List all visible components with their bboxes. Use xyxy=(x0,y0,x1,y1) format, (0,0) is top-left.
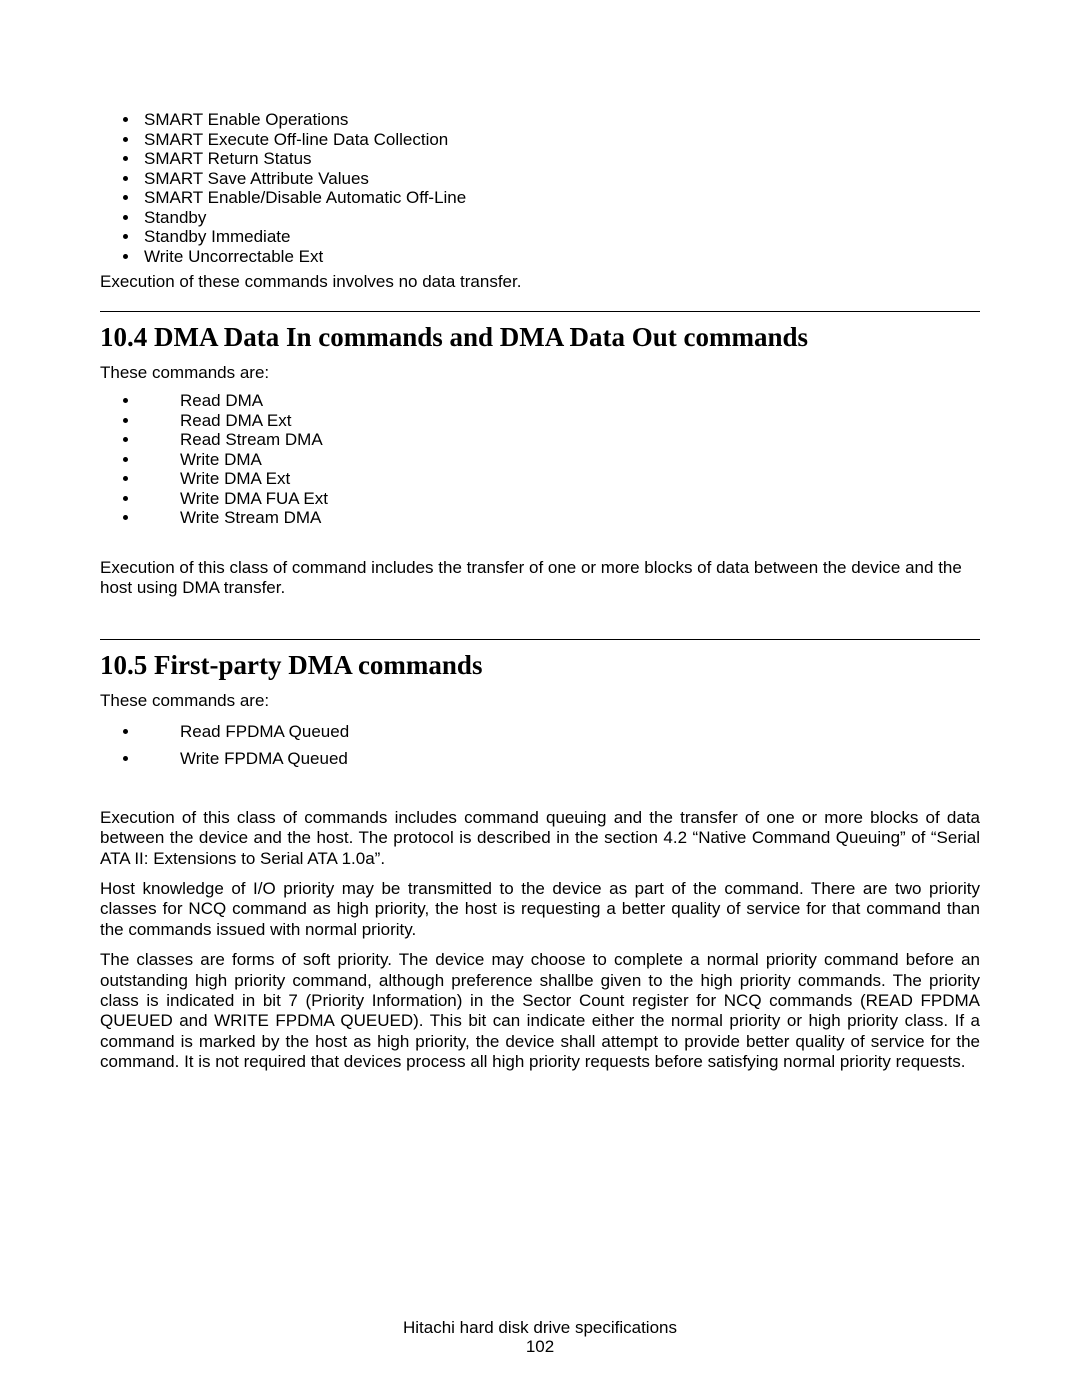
section-10-5-heading: 10.5 First-party DMA commands xyxy=(100,650,980,681)
top-command-list: SMART Enable Operations SMART Execute Of… xyxy=(100,110,980,266)
list-item: Read Stream DMA xyxy=(140,430,980,450)
section-rule xyxy=(100,311,980,312)
list-item: Write DMA FUA Ext xyxy=(140,489,980,509)
page: SMART Enable Operations SMART Execute Of… xyxy=(0,0,1080,1397)
section-10-4-exec: Execution of this class of command inclu… xyxy=(100,558,980,599)
list-item: Write DMA Ext xyxy=(140,469,980,489)
page-footer: Hitachi hard disk drive specifications 1… xyxy=(0,1318,1080,1357)
list-item: SMART Save Attribute Values xyxy=(140,169,980,189)
section-10-5-intro: These commands are: xyxy=(100,691,980,711)
list-item: Read FPDMA Queued xyxy=(140,719,980,745)
list-item: SMART Enable/Disable Automatic Off-Line xyxy=(140,188,980,208)
section-rule xyxy=(100,639,980,640)
list-item: Write Stream DMA xyxy=(140,508,980,528)
section-10-5-p2: Host knowledge of I/O priority may be tr… xyxy=(100,879,980,940)
section-10-5-p3: The classes are forms of soft priority. … xyxy=(100,950,980,1072)
list-item: Read DMA xyxy=(140,391,980,411)
top-exec-text: Execution of these commands involves no … xyxy=(100,272,980,292)
list-item: Read DMA Ext xyxy=(140,411,980,431)
footer-title: Hitachi hard disk drive specifications xyxy=(0,1318,1080,1338)
section-10-4-heading: 10.4 DMA Data In commands and DMA Data O… xyxy=(100,322,980,353)
fpdma-command-list: Read FPDMA Queued Write FPDMA Queued xyxy=(100,719,980,772)
page-number: 102 xyxy=(0,1337,1080,1357)
list-item: Write DMA xyxy=(140,450,980,470)
list-item: SMART Return Status xyxy=(140,149,980,169)
list-item: SMART Enable Operations xyxy=(140,110,980,130)
list-item: Standby Immediate xyxy=(140,227,980,247)
dma-command-list: Read DMA Read DMA Ext Read Stream DMA Wr… xyxy=(100,391,980,528)
list-item: Write Uncorrectable Ext xyxy=(140,247,980,267)
list-item: SMART Execute Off-line Data Collection xyxy=(140,130,980,150)
section-10-4-intro: These commands are: xyxy=(100,363,980,383)
list-item: Write FPDMA Queued xyxy=(140,746,980,772)
section-10-5-p1: Execution of this class of commands incl… xyxy=(100,808,980,869)
list-item: Standby xyxy=(140,208,980,228)
